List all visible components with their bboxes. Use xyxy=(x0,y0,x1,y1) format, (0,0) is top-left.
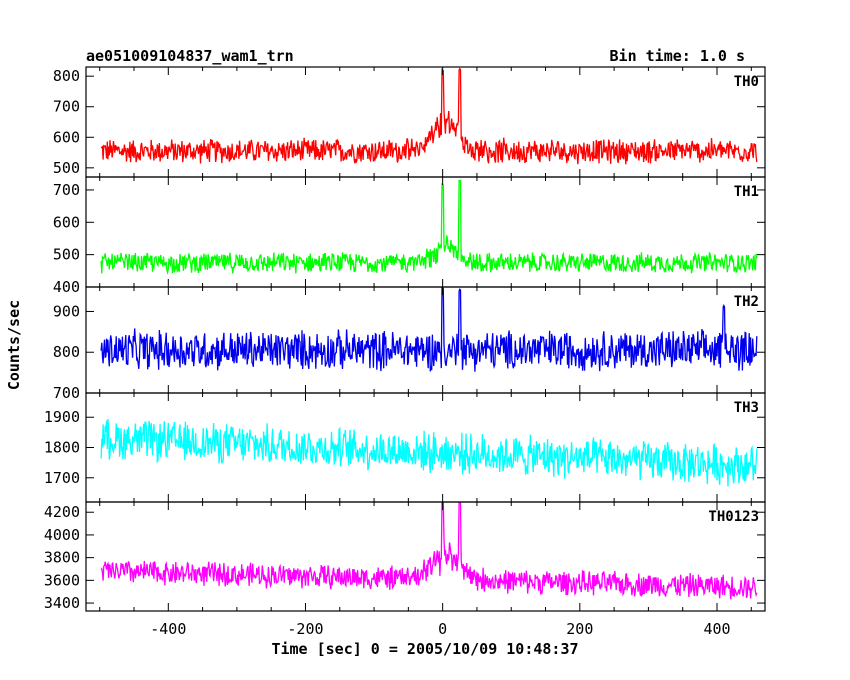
panel-stack: 500 600 700 800 TH0 400 500 600 700 TH1 700 800 900 T… xyxy=(44,66,766,638)
y-tick-label: 3800 xyxy=(44,549,80,567)
y-tick-label: 900 xyxy=(53,302,80,320)
bin-time-label: Bin time: 1.0 s xyxy=(610,47,745,65)
y-tick-label: 700 xyxy=(53,384,80,402)
y-tick-label: 700 xyxy=(53,181,80,199)
panel-th3: 1700 1800 1900 TH3 xyxy=(44,392,766,503)
figure-title: ae051009104837_wam1_trn xyxy=(86,47,294,65)
y-tick-label: 3600 xyxy=(44,571,80,589)
panel-label-th2: TH2 xyxy=(734,294,759,310)
panel-th2: 700 800 900 TH2 xyxy=(53,286,766,402)
x-tick-label: -200 xyxy=(287,620,323,638)
x-tick-label: -400 xyxy=(150,620,186,638)
y-tick-label: 700 xyxy=(53,98,80,116)
panel-th1: 400 500 600 700 TH1 xyxy=(53,176,766,296)
y-tick-label: 800 xyxy=(53,343,80,361)
panel-frame xyxy=(85,501,766,612)
x-axis-title: Time [sec] 0 = 2005/10/09 10:48:37 xyxy=(271,640,578,658)
y-tick-label: 600 xyxy=(53,213,80,231)
y-tick-label: 500 xyxy=(53,159,80,177)
panel-th0: 500 600 700 800 TH0 xyxy=(53,66,766,178)
x-tick-label: 200 xyxy=(566,620,593,638)
series-line-th0123 xyxy=(100,502,758,600)
panel-frame xyxy=(85,176,766,288)
y-tick-label: 600 xyxy=(53,128,80,146)
panel-label-th0: TH0 xyxy=(734,74,759,90)
x-tick-label: 0 xyxy=(438,620,447,638)
y-tick-label: 800 xyxy=(53,67,80,85)
y-tick-label: 1900 xyxy=(44,408,80,426)
panel-frame xyxy=(85,66,766,178)
panel-label-th3: TH3 xyxy=(734,400,759,416)
panel-frame xyxy=(85,286,766,394)
y-axis-title: Counts/sec xyxy=(5,300,23,390)
series-line-th3 xyxy=(100,418,758,487)
panel-label-th1: TH1 xyxy=(734,184,759,200)
y-tick-label: 1800 xyxy=(44,439,80,457)
y-tick-label: 1700 xyxy=(44,469,80,487)
y-tick-label: 400 xyxy=(53,278,80,296)
series-line-th0 xyxy=(100,67,758,165)
y-tick-label: 500 xyxy=(53,246,80,264)
panel-th0123: 3400 3600 3800 4000 4200 TH0123 xyxy=(44,501,766,612)
y-tick-label: 4000 xyxy=(44,526,80,544)
y-tick-label: 3400 xyxy=(44,594,80,612)
series-line-th2 xyxy=(100,287,758,372)
y-tick-label: 4200 xyxy=(44,503,80,521)
x-tick-label: 400 xyxy=(703,620,730,638)
panel-label-th0123: TH0123 xyxy=(708,509,759,525)
series-line-th1 xyxy=(100,179,758,275)
